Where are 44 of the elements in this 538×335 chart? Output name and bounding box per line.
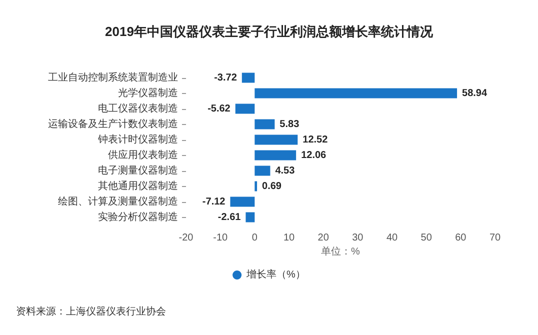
y-tick-label: 实验分析仪器制造 bbox=[98, 210, 178, 223]
y-tick-label: 电工仪器仪表制造 bbox=[98, 102, 178, 114]
y-tick-label: 电子测量仪器制造 bbox=[98, 164, 178, 176]
data-label: 4.53 bbox=[275, 165, 296, 176]
data-label: 12.52 bbox=[302, 134, 328, 146]
bar bbox=[254, 166, 270, 176]
text: 资料来源：上海仪器仪表行业协会 bbox=[16, 306, 166, 318]
data-label: 5.83 bbox=[280, 118, 300, 130]
data-label: 12.06 bbox=[301, 150, 327, 161]
data-label: -3.72 bbox=[214, 72, 238, 84]
x-tick-label: 0 bbox=[252, 232, 258, 244]
y-tick-label: 钟表计时仪器制造 bbox=[97, 133, 178, 146]
x-tick-label: 60 bbox=[455, 232, 467, 244]
y-tick-label: 绘图、计算及测量仪器制造 bbox=[58, 195, 178, 208]
bar bbox=[242, 72, 255, 83]
bar bbox=[246, 212, 255, 222]
x-tick-label: 70 bbox=[489, 232, 501, 244]
y-tick-label: 其他通用仪器制造 bbox=[98, 180, 178, 192]
y-tick-label: 工业自动控制系统装置制造业 bbox=[48, 71, 178, 84]
legend-label: 增长率（%） bbox=[246, 268, 306, 280]
x-tick-label: 40 bbox=[386, 232, 398, 244]
x-tick-label: 30 bbox=[352, 232, 364, 244]
bar bbox=[230, 196, 255, 207]
data-label: 0.69 bbox=[262, 180, 282, 192]
chart-title: 2019年中国仪器仪表主要子行业利润总额增长率统计情况 bbox=[105, 24, 434, 39]
x-tick-label: 20 bbox=[318, 232, 330, 244]
data-label: -5.62 bbox=[208, 103, 231, 114]
x-tick-label: 10 bbox=[283, 232, 295, 244]
data-label: -7.12 bbox=[202, 196, 226, 208]
y-tick-label: 供应用仪表制造 bbox=[108, 148, 178, 161]
x-tick-label: 50 bbox=[420, 232, 432, 244]
y-tick-label: 光学仪器制造 bbox=[118, 86, 178, 99]
bar bbox=[254, 88, 458, 98]
y-tick-label: 运输设备及生产计数仪表制造 bbox=[48, 118, 178, 130]
x-tick-label: -10 bbox=[213, 232, 228, 244]
x-tick-label: -20 bbox=[178, 232, 194, 244]
bar bbox=[235, 104, 255, 114]
data-label: -2.61 bbox=[218, 212, 242, 223]
bar bbox=[254, 134, 298, 145]
bar bbox=[254, 181, 258, 192]
bar bbox=[254, 150, 296, 160]
bar bbox=[254, 119, 275, 130]
data-label: 58.94 bbox=[462, 88, 488, 99]
x-axis-title: 单位：% bbox=[321, 246, 360, 258]
